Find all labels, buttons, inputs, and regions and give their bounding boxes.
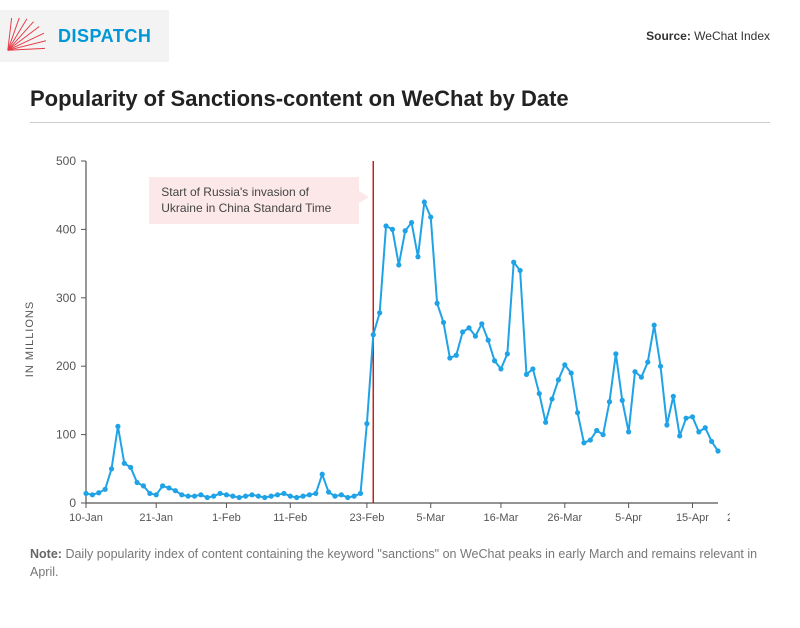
svg-text:100: 100 [56,428,76,442]
header: DISPATCH Source: WeChat Index [0,0,800,72]
brand-name: DISPATCH [58,26,151,47]
svg-text:0: 0 [69,496,76,510]
source-label: Source: [646,29,691,43]
note-label: Note: [30,547,62,561]
svg-text:300: 300 [56,291,76,305]
svg-text:23-Feb: 23-Feb [349,512,384,524]
svg-text:16-Mar: 16-Mar [484,512,519,524]
dispatch-logo-icon [0,16,48,56]
chart-container: IN MILLIONS Start of Russia's invasion o… [0,131,800,546]
annotation-text: Start of Russia's invasion of Ukraine in… [161,185,331,215]
brand-block: DISPATCH [0,10,169,62]
annotation-box: Start of Russia's invasion of Ukraine in… [149,177,359,224]
svg-text:26-Mar: 26-Mar [547,512,582,524]
svg-text:500: 500 [56,154,76,168]
svg-text:200: 200 [56,359,76,373]
annotation-arrow-icon [359,191,369,203]
footnote: Note: Daily popularity index of content … [0,546,800,593]
title-area: Popularity of Sanctions-content on WeCha… [0,72,800,131]
svg-text:23-Apr: 23-Apr [727,512,730,524]
line-chart: 0 100 200 300 400 500 10-Jan 21-Jan 1-Feb 11-Feb 2… [30,141,730,541]
svg-text:21-Jan: 21-Jan [139,512,173,524]
source-value: WeChat Index [694,29,770,43]
note-text: Daily popularity index of content contai… [30,547,757,579]
svg-text:11-Feb: 11-Feb [273,512,307,524]
svg-text:5-Mar: 5-Mar [416,512,445,524]
svg-text:5-Apr: 5-Apr [615,512,642,524]
chart-title: Popularity of Sanctions-content on WeCha… [30,86,770,123]
yaxis-label: IN MILLIONS [24,300,36,376]
svg-text:15-Apr: 15-Apr [676,512,709,524]
svg-text:10-Jan: 10-Jan [69,512,103,524]
svg-text:400: 400 [56,222,76,236]
svg-text:1-Feb: 1-Feb [212,512,241,524]
source-line: Source: WeChat Index [646,29,770,43]
